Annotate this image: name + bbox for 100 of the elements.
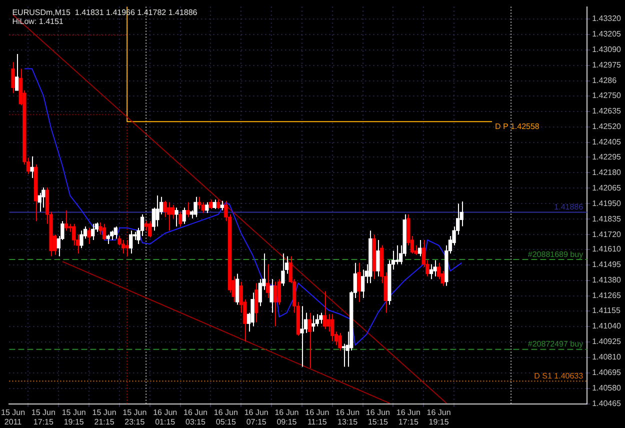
candlestick xyxy=(357,262,361,303)
candlestick xyxy=(72,223,76,246)
x-tick-label: 16 Jun 15:15 xyxy=(366,408,390,426)
candlestick xyxy=(178,211,182,228)
candlestick xyxy=(110,230,114,241)
candlestick xyxy=(308,312,312,369)
x-tick-label: 16 Jun 13:15 xyxy=(336,408,360,426)
candlestick xyxy=(30,156,34,178)
candlestick xyxy=(281,252,285,286)
x-tick-label: 16 Jun 17:15 xyxy=(396,408,420,426)
candlestick xyxy=(148,220,152,238)
y-tick-label: 1.43090 xyxy=(592,45,622,54)
candlestick xyxy=(14,53,19,91)
y-tick-label: 1.42295 xyxy=(592,152,622,162)
candlestick xyxy=(258,278,262,307)
candlestick xyxy=(205,202,209,214)
ref-line-label: #20881689 buy xyxy=(528,250,584,259)
candlestick xyxy=(319,312,323,324)
y-tick-label: 1.40695 xyxy=(592,368,622,377)
x-tick-label: 16 Jun 07:15 xyxy=(244,408,268,426)
x-tick-label: 16 Jun 19:15 xyxy=(426,408,451,426)
candlestick xyxy=(80,230,84,249)
candlestick xyxy=(194,196,198,218)
candlestick xyxy=(395,244,399,265)
candlestick xyxy=(156,195,160,228)
candlestick xyxy=(436,262,441,280)
y-tick-label: 1.42520 xyxy=(592,122,622,131)
candlestick xyxy=(114,226,118,240)
y-tick-label: 1.41950 xyxy=(592,198,622,208)
y-tick-label: 1.42180 xyxy=(592,168,622,177)
candlestick xyxy=(433,260,437,277)
y-tick-label: 1.41610 xyxy=(592,244,622,254)
candlestick xyxy=(220,200,224,211)
candlestick xyxy=(338,332,342,352)
candlestick xyxy=(91,223,95,241)
y-tick-label: 1.42405 xyxy=(592,137,622,146)
y-tick-label: 1.41040 xyxy=(592,321,622,330)
candlestick xyxy=(87,227,91,245)
x-tick-label: 16 Jun 09:15 xyxy=(274,408,299,426)
candlestick xyxy=(64,210,68,232)
y-tick-label: 1.41495 xyxy=(592,260,622,270)
annotation: D P 1.42558 xyxy=(495,122,540,131)
candlestick xyxy=(376,240,380,277)
y-tick-label: 1.42065 xyxy=(592,183,622,192)
ref-line-label: #20872497 buy xyxy=(528,340,584,349)
candlestick xyxy=(42,186,46,208)
candlestick xyxy=(342,343,346,368)
candlestick xyxy=(326,314,330,332)
x-tick-label: 15 Jun 2011 xyxy=(1,408,26,426)
y-tick-label: 1.40580 xyxy=(592,384,622,392)
y-tick-label: 1.42635 xyxy=(592,106,622,116)
candlestick xyxy=(197,196,202,210)
candlestick xyxy=(167,202,171,232)
candlestick xyxy=(322,290,327,330)
candlestick xyxy=(129,230,133,254)
y-tick-label: 1.41720 xyxy=(592,230,622,239)
y-tick-label: 1.41265 xyxy=(592,291,622,300)
candlestick xyxy=(274,281,278,327)
candlestick xyxy=(216,199,220,210)
x-tick-label: 16 Jun 11:15 xyxy=(305,408,330,426)
y-tick-label: 1.41380 xyxy=(592,276,622,285)
x-tick-label: 16 Jun 03:15 xyxy=(183,408,208,426)
candlestick xyxy=(11,62,15,94)
candlestick xyxy=(300,306,304,368)
x-tick-label: 15 Jun 23:15 xyxy=(122,408,147,426)
ref-line-label: D S1 1.40633 xyxy=(534,371,584,380)
y-tick-label: 1.40810 xyxy=(592,352,622,362)
y-tick-label: 1.43320 xyxy=(592,14,622,24)
candlestick xyxy=(212,199,216,210)
candlestick xyxy=(208,199,213,210)
candlestick xyxy=(106,234,110,245)
candlestick xyxy=(270,278,274,314)
candlestick xyxy=(182,207,186,224)
candlestick xyxy=(266,264,270,298)
y-tick-label: 1.40465 xyxy=(592,399,622,408)
candlestick xyxy=(102,223,106,241)
ref-line-label: 1.41886 xyxy=(554,202,584,212)
y-tick-label: 1.42750 xyxy=(592,90,622,100)
y-tick-label: 1.41835 xyxy=(592,214,622,224)
candlestick xyxy=(121,240,126,254)
x-tick-label: 15 Jun 21:15 xyxy=(92,408,116,426)
candlestick xyxy=(170,204,175,219)
candlestick xyxy=(418,240,422,257)
candlestick xyxy=(429,264,434,280)
candlestick xyxy=(186,202,190,218)
candlestick xyxy=(174,207,178,228)
candlestick xyxy=(163,200,167,218)
candlestick xyxy=(125,240,129,257)
candlestick xyxy=(330,314,334,342)
x-tick-label: 16 Jun 01:15 xyxy=(153,408,178,426)
y-tick-label: 1.4286 xyxy=(592,76,618,86)
x-tick-label: 15 Jun 17:15 xyxy=(31,408,56,426)
x-tick-label: 15 Jun 19:15 xyxy=(62,408,86,426)
y-tick-label: 1.41155 xyxy=(592,306,621,315)
y-tick-label: 1.43205 xyxy=(592,30,622,39)
y-tick-label: 1.40925 xyxy=(592,336,622,346)
x-tick-label: 16 Jun 05:15 xyxy=(214,408,238,426)
candlestick xyxy=(360,269,365,298)
y-tick-label: 1.42975 xyxy=(592,60,622,70)
candlestick xyxy=(254,282,258,323)
